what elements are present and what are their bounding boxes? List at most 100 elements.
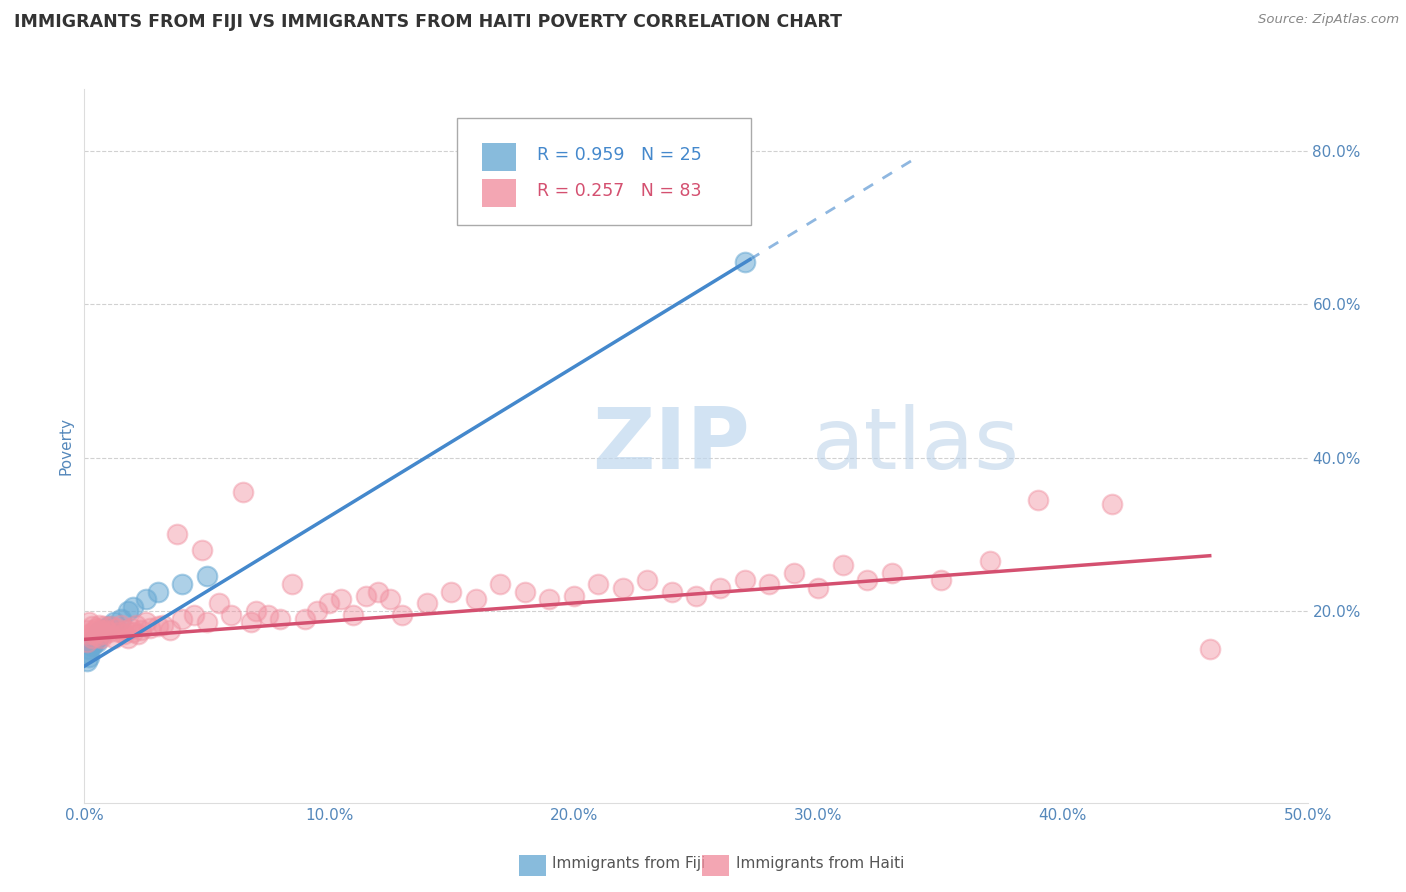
Point xyxy=(330,592,353,607)
Point xyxy=(90,623,112,637)
Point xyxy=(208,596,231,610)
Point xyxy=(734,574,756,588)
Point xyxy=(342,607,364,622)
Point xyxy=(305,604,328,618)
Point xyxy=(139,621,162,635)
Point xyxy=(90,631,112,645)
Point xyxy=(513,584,536,599)
Point xyxy=(77,642,100,657)
Point xyxy=(929,574,952,588)
Point xyxy=(76,634,98,648)
Point xyxy=(146,619,169,633)
Text: ZIP: ZIP xyxy=(592,404,749,488)
Point xyxy=(115,623,138,637)
Point xyxy=(195,615,218,630)
Point xyxy=(464,592,486,607)
Point xyxy=(76,623,98,637)
Point xyxy=(195,569,218,583)
Point xyxy=(96,621,118,635)
Point xyxy=(440,584,463,599)
Point xyxy=(257,607,280,622)
Text: atlas: atlas xyxy=(813,404,1021,488)
Point xyxy=(367,584,389,599)
Point xyxy=(112,627,135,641)
Text: IMMIGRANTS FROM FIJI VS IMMIGRANTS FROM HAITI POVERTY CORRELATION CHART: IMMIGRANTS FROM FIJI VS IMMIGRANTS FROM … xyxy=(14,13,842,31)
Point xyxy=(97,625,120,640)
Point xyxy=(538,592,561,607)
Point xyxy=(93,627,115,641)
Point xyxy=(183,607,205,622)
Point xyxy=(159,623,181,637)
Point xyxy=(232,485,254,500)
Point xyxy=(219,607,242,622)
Text: R = 0.959   N = 25: R = 0.959 N = 25 xyxy=(537,146,702,164)
Point xyxy=(135,592,157,607)
Point xyxy=(80,619,103,633)
Point xyxy=(783,566,806,580)
Point xyxy=(125,617,148,632)
Point xyxy=(281,577,304,591)
Point xyxy=(380,592,402,607)
Text: Immigrants from Haiti: Immigrants from Haiti xyxy=(737,856,904,871)
Point xyxy=(117,604,139,618)
Point xyxy=(612,581,634,595)
Point xyxy=(416,596,439,610)
Point xyxy=(110,612,132,626)
Bar xyxy=(482,144,516,171)
Point xyxy=(489,577,512,591)
Point xyxy=(87,628,110,642)
Point xyxy=(86,634,108,648)
Point xyxy=(77,627,100,641)
Point xyxy=(191,542,214,557)
Point xyxy=(294,612,316,626)
Point xyxy=(117,631,139,645)
Point xyxy=(97,619,120,633)
Point xyxy=(880,566,903,580)
Point xyxy=(245,604,267,618)
Point xyxy=(83,636,105,650)
Text: Immigrants from Fiji: Immigrants from Fiji xyxy=(551,856,704,871)
Point xyxy=(318,596,340,610)
Point xyxy=(83,633,105,648)
Bar xyxy=(519,855,546,876)
Point xyxy=(103,615,125,630)
Point xyxy=(586,577,609,591)
Point xyxy=(90,627,112,641)
Point xyxy=(80,639,103,653)
Point xyxy=(120,621,142,635)
Point xyxy=(807,581,830,595)
Point xyxy=(661,584,683,599)
Point xyxy=(391,607,413,622)
Bar xyxy=(482,179,516,207)
Point xyxy=(685,589,707,603)
Y-axis label: Poverty: Poverty xyxy=(58,417,73,475)
Point xyxy=(239,615,262,630)
Point xyxy=(166,527,188,541)
Point xyxy=(80,634,103,648)
Point xyxy=(87,625,110,640)
Point xyxy=(269,612,291,626)
Point xyxy=(86,628,108,642)
Point xyxy=(172,577,194,591)
Point xyxy=(146,584,169,599)
Point xyxy=(636,574,658,588)
Point xyxy=(562,589,585,603)
Point xyxy=(103,631,125,645)
Point xyxy=(709,581,731,595)
Point xyxy=(129,623,152,637)
Point xyxy=(77,650,100,665)
Point xyxy=(86,621,108,635)
Point xyxy=(76,646,98,660)
Point xyxy=(152,617,174,632)
Point xyxy=(354,589,377,603)
Point xyxy=(76,654,98,668)
Point xyxy=(100,619,122,633)
Point xyxy=(87,617,110,632)
Point xyxy=(83,623,105,637)
Bar xyxy=(702,855,728,876)
Point xyxy=(1198,642,1220,657)
Point xyxy=(127,627,149,641)
Point xyxy=(135,615,157,630)
Point xyxy=(1101,497,1123,511)
Point xyxy=(122,600,145,615)
